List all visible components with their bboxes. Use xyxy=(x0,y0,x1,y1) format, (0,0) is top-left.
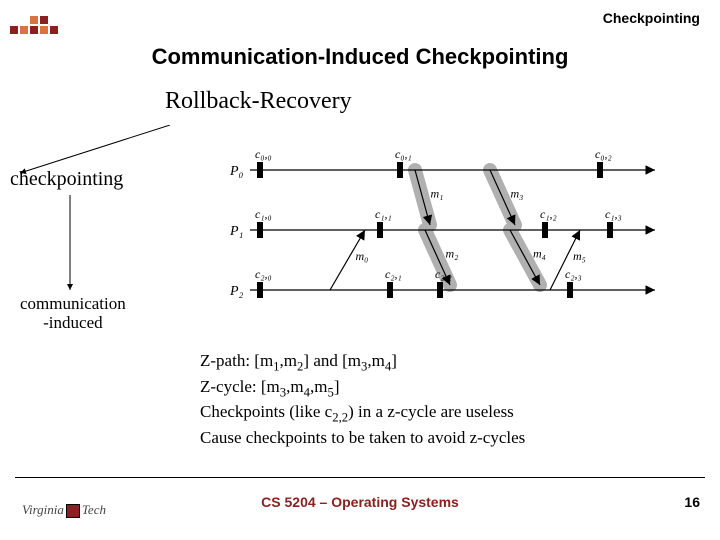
svg-text:m₂: m₂ xyxy=(446,247,459,261)
svg-text:m₃: m₃ xyxy=(511,187,524,201)
header-topic: Checkpointing xyxy=(603,10,700,26)
bullet-2: Z-cycle: [m3,m4,m5] xyxy=(200,376,525,402)
svg-text:P₀: P₀ xyxy=(229,164,244,179)
slide-title: Communication-Induced Checkpointing xyxy=(0,44,720,70)
svg-text:m₅: m₅ xyxy=(573,249,586,263)
slide-subtitle: Rollback-Recovery xyxy=(165,88,352,115)
svg-text:c₁,₁: c₁,₁ xyxy=(375,207,392,221)
svg-text:c₁,₂: c₁,₂ xyxy=(540,207,557,221)
bullet-list: Z-path: [m1,m2] and [m3,m4] Z-cycle: [m3… xyxy=(200,350,525,450)
svg-text:c₂,₃: c₂,₃ xyxy=(565,267,582,281)
bullet-1: Z-path: [m1,m2] and [m3,m4] xyxy=(200,350,525,376)
corner-logo xyxy=(10,8,100,38)
svg-text:c₀,₁: c₀,₁ xyxy=(395,150,412,161)
svg-text:m₄: m₄ xyxy=(533,247,546,261)
footer-course: CS 5204 – Operating Systems xyxy=(261,494,459,510)
bullet-4: Cause checkpoints to be taken to avoid z… xyxy=(200,427,525,450)
bullet-3: Checkpoints (like c2,2) in a z-cycle are… xyxy=(200,401,525,427)
side-arrows xyxy=(10,125,200,345)
svg-text:c₁,₃: c₁,₃ xyxy=(605,207,622,221)
svg-text:c₀,₂: c₀,₂ xyxy=(595,150,612,161)
svg-text:m₁: m₁ xyxy=(431,187,444,201)
vt-logo: VirginiaTech xyxy=(22,502,106,518)
process-diagram: P₀ P₁ P₂ c₀,₀ c₀,₁ c₀,₂ c₁,₀ c₁,₁ c₁,₂ c₁,₃ c₂,₀ c₂… xyxy=(200,150,680,320)
svg-text:P₂: P₂ xyxy=(229,284,244,299)
svg-text:P₁: P₁ xyxy=(229,224,243,239)
svg-text:c₀,₀: c₀,₀ xyxy=(255,150,272,161)
footer-rule xyxy=(15,477,705,478)
svg-text:c₁,₀: c₁,₀ xyxy=(255,207,272,221)
svg-text:c₂,₁: c₂,₁ xyxy=(385,267,402,281)
page-number: 16 xyxy=(684,494,700,510)
svg-text:m₀: m₀ xyxy=(356,249,369,263)
svg-text:c₂,₀: c₂,₀ xyxy=(255,267,272,281)
